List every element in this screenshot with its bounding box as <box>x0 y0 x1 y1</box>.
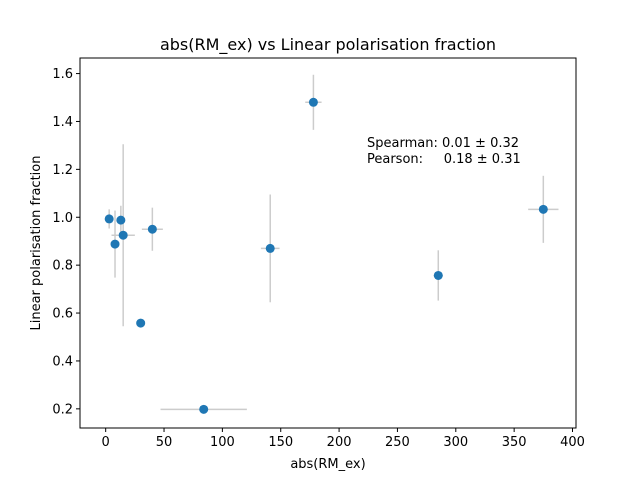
pearson-annotation: Pearson: 0.18 ± 0.31 <box>367 152 521 167</box>
y-tick-label-1: 0.4 <box>52 354 73 369</box>
x-tick-label-0: 0 <box>102 435 110 450</box>
x-tick-label-3: 150 <box>268 435 293 450</box>
y-tick-label-4: 1.0 <box>52 211 73 226</box>
y-tick-label-3: 0.8 <box>52 259 73 274</box>
data-point-6 <box>199 404 209 414</box>
data-point-9 <box>433 270 443 280</box>
data-point-8 <box>308 97 318 107</box>
y-tick-label-5: 1.2 <box>52 163 73 178</box>
x-tick-label-8: 400 <box>560 435 585 450</box>
x-tick-label-4: 200 <box>327 435 352 450</box>
y-tick-label-6: 1.4 <box>52 115 73 130</box>
x-axis-label: abs(RM_ex) <box>290 457 365 472</box>
y-axis-ticks: 0.2 0.4 0.6 0.8 1.0 1.2 1.4 1.6 <box>52 67 80 417</box>
data-point-1 <box>110 239 120 249</box>
x-axis-ticks: 0 50 100 150 200 250 300 350 400 <box>102 428 585 450</box>
x-tick-label-5: 250 <box>385 435 410 450</box>
x-tick-label-1: 50 <box>156 435 173 450</box>
data-point-3 <box>118 230 128 240</box>
y-tick-label-2: 0.6 <box>52 307 73 322</box>
y-tick-label-0: 0.2 <box>52 402 73 417</box>
data-point-4 <box>136 318 146 328</box>
data-point-0 <box>104 214 114 224</box>
chart-title: abs(RM_ex) vs Linear polarisation fracti… <box>160 35 496 55</box>
x-tick-label-6: 300 <box>443 435 468 450</box>
points-layer <box>104 97 548 414</box>
data-point-10 <box>538 204 548 214</box>
x-tick-label-2: 100 <box>210 435 235 450</box>
plot-frame <box>79 57 577 429</box>
x-tick-label-7: 350 <box>502 435 527 450</box>
y-axis-label: Linear polarisation fraction <box>29 156 44 331</box>
y-tick-label-7: 1.6 <box>52 67 73 82</box>
data-point-2 <box>116 215 126 225</box>
spearman-annotation: Spearman: 0.01 ± 0.32 <box>367 136 519 151</box>
data-point-5 <box>147 224 157 234</box>
data-point-7 <box>265 243 275 253</box>
